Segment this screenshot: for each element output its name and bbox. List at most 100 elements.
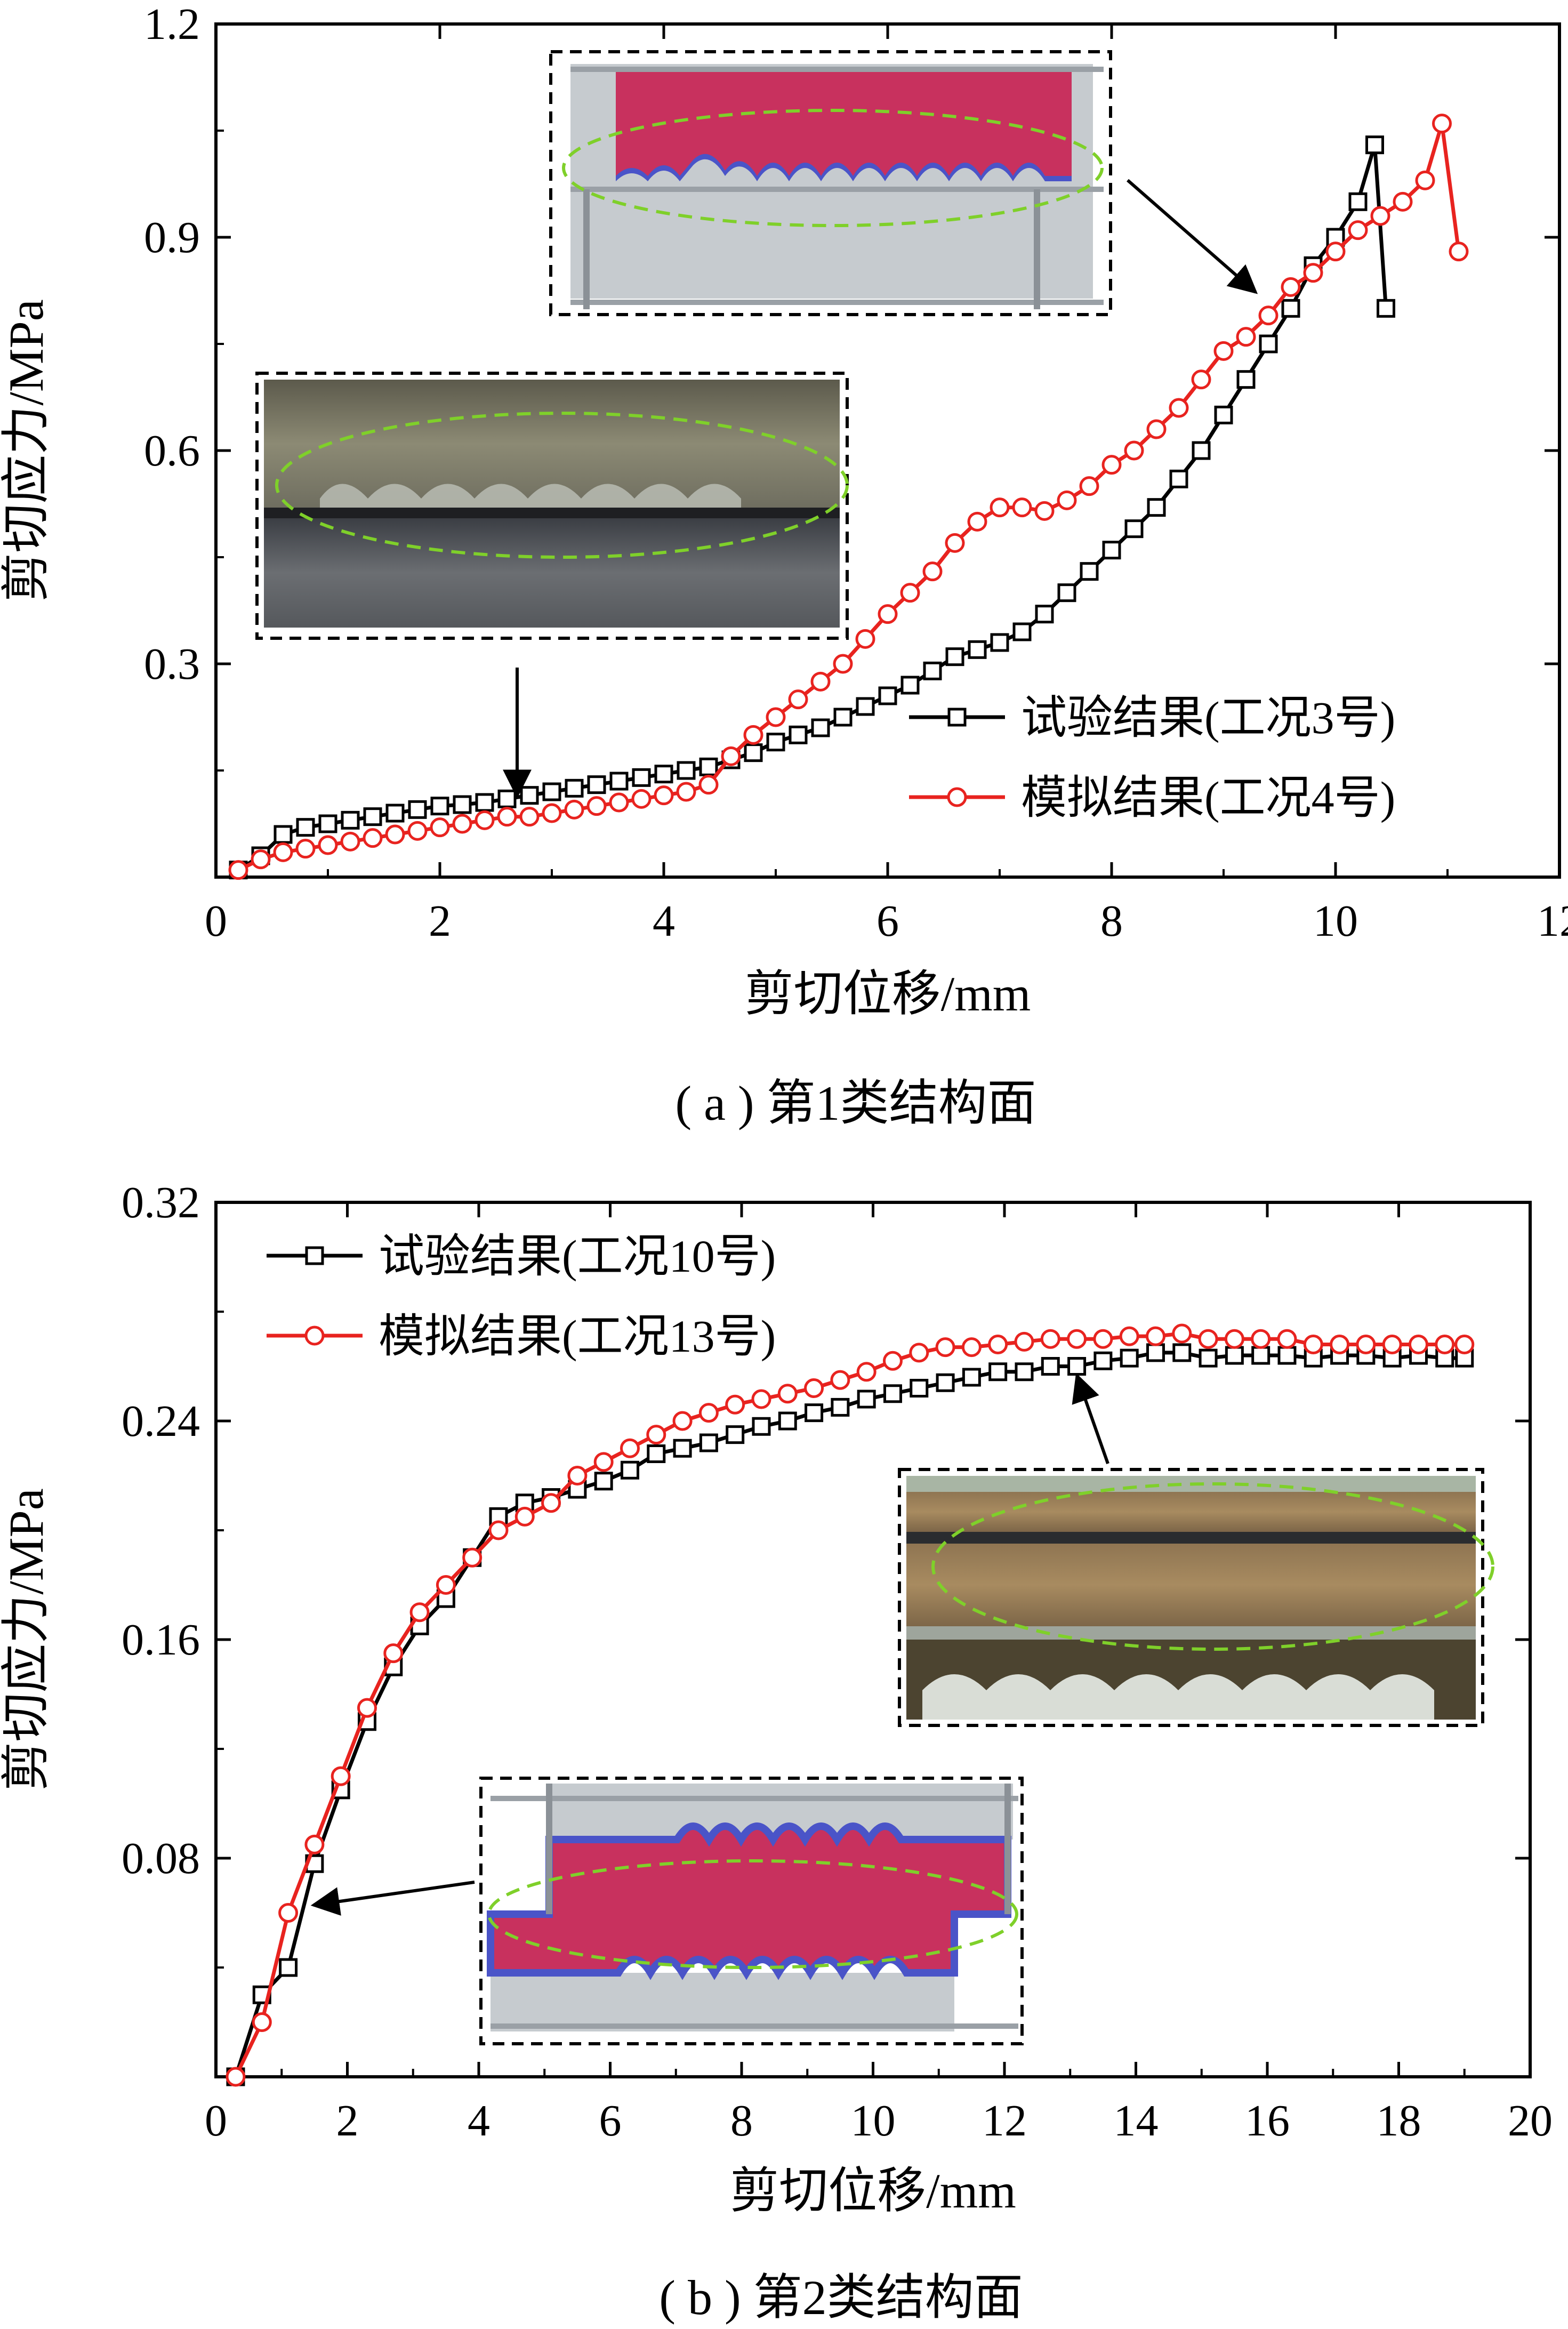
data-point-circle [1454,1335,1475,1354]
data-point-square [453,795,472,814]
chart-a-arrow-simulation [1127,179,1258,294]
data-point-square [647,1444,666,1463]
data-point-square [1169,469,1188,488]
data-point-circle [1191,370,1211,390]
data-point-square [962,1368,981,1387]
x-tick-label: 6 [599,2096,622,2146]
data-point-circle [228,860,248,880]
data-point-circle [1449,242,1469,262]
data-point-circle [676,782,696,802]
x-tick-label: 8 [1100,896,1123,946]
data-point-square [1035,605,1054,624]
data-point-circle [331,1766,351,1786]
data-point-square [936,1373,955,1392]
chart-caption: ( b ) 第2类结构面 [659,2270,1023,2325]
data-point-circle [1325,242,1346,262]
data-point-square [1277,1346,1297,1365]
data-point-circle [725,1394,745,1415]
data-point-square [363,807,382,826]
chart-b-legend: 试验结果(工况10号) 模拟结果(工况13号) [267,1231,776,1362]
data-point-circle [1258,306,1278,326]
data-point-circle [1370,206,1390,226]
data-point-circle [654,785,674,806]
legend-label: 模拟结果(工况4号) [1021,772,1395,823]
data-point-circle [830,1370,850,1390]
data-point-circle [1382,1335,1402,1354]
data-point-circle [855,629,875,649]
data-point-circle [251,849,271,870]
data-point-circle [856,1362,877,1382]
data-point-square [475,793,494,812]
chart-a-inset-test-photo [255,372,849,640]
data-point-square [677,761,696,780]
data-point-circle [226,2067,246,2087]
data-point-circle [541,1493,561,1513]
data-point-square [789,725,808,744]
data-point-square [497,789,517,808]
data-point-square [620,1460,639,1480]
data-point-circle [1236,327,1256,347]
data-point-square [1348,192,1368,211]
data-point-square [318,814,337,833]
y-tick-label: 0.9 [144,213,200,262]
data-point-circle [475,810,495,830]
legend-label: 试验结果(工况3号) [1021,692,1395,743]
x-tick-label: 16 [1245,2096,1290,2146]
data-point-circle [922,561,943,582]
data-point-circle [1169,398,1189,418]
data-point-circle [1119,1326,1139,1346]
data-point-circle [1303,263,1323,283]
data-point-circle [430,817,450,838]
data-point-square [1067,1357,1087,1376]
data-point-circle [620,1438,640,1458]
data-point-circle [878,604,898,624]
y-axis-label: 剪切应力/MPa [0,299,53,601]
y-tick-label: 0.6 [144,426,200,476]
chart-a-axes: 0 2 4 6 8 10 12 0.3 0.6 0.9 1.2 剪切位移/mm 剪切应力/MPa ( a … [0,0,1568,1130]
data-point-square [1225,1346,1244,1365]
x-tick-label: 18 [1377,2096,1421,2146]
data-point-square [778,1411,797,1431]
data-point-square [1057,583,1076,603]
data-point-circle [935,1337,955,1358]
legend-label: 模拟结果(工况13号) [379,1311,776,1362]
data-point-circle [882,1351,903,1371]
chart-a-inset-simulation [549,50,1112,316]
data-point-circle [304,1834,325,1854]
y-axis-label: 剪切应力/MPa [0,1488,53,1790]
data-point-square [878,686,897,705]
data-point-circle [609,792,629,813]
data-point-circle [295,839,316,859]
legend-marker-square [947,708,967,727]
data-point-square [988,1362,1008,1382]
data-point-square [1172,1343,1192,1362]
x-tick-label: 8 [730,2096,753,2146]
data-point-square [341,810,360,830]
data-point-square [1199,1348,1218,1368]
data-point-circle [1093,1329,1113,1349]
y-tick-label: 1.2 [144,0,200,49]
data-point-square [945,647,964,666]
data-point-square [1214,405,1233,424]
data-point-square [654,765,673,784]
data-point-square [856,697,875,716]
data-point-square [752,1417,771,1436]
data-point-circle [1281,277,1301,297]
data-point-circle [900,583,920,603]
data-point-square [805,1403,824,1423]
data-point-circle [777,1384,798,1404]
y-tick-label: 0.16 [122,1615,200,1665]
x-tick-label: 12 [982,2096,1027,2146]
data-point-square [833,708,853,727]
data-point-circle [810,671,831,692]
data-point-circle [1408,1335,1428,1354]
data-point-square [408,800,427,819]
data-point-circle [967,511,987,532]
chart-b-series [226,1323,1475,2087]
data-point-circle [988,1335,1008,1354]
chart-caption: ( a ) 第1类结构面 [675,1076,1036,1130]
data-point-circle [318,835,338,855]
data-point-circle [721,746,741,766]
data-point-square [968,640,987,659]
data-point-square [811,718,830,737]
